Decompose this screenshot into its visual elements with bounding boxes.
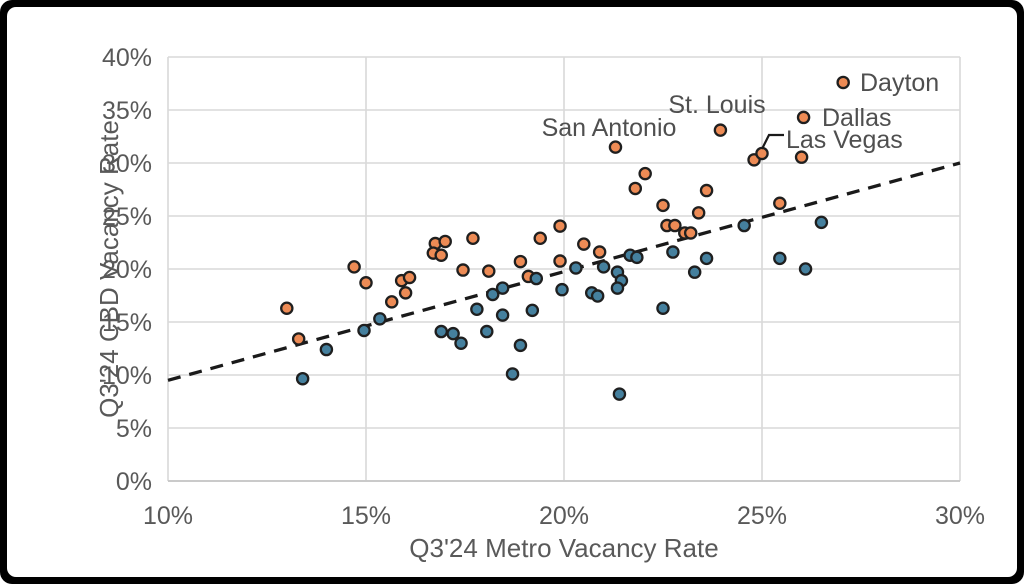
annotation-label: Dallas: [822, 104, 891, 132]
y-tick-label: 25%: [102, 203, 152, 231]
data-point-orange-markers: [482, 264, 496, 278]
y-tick-label: 40%: [102, 44, 152, 72]
data-point-blue-markers: [529, 271, 544, 286]
data-point-blue-markers: [454, 336, 468, 350]
y-tick-label: 5%: [116, 415, 152, 443]
data-point-blue-markers: [773, 251, 787, 266]
data-point-orange-markers: [402, 270, 417, 285]
data-point-blue-markers: [656, 301, 670, 315]
data-point-orange-markers: [456, 263, 470, 277]
data-point-blue-markers: [596, 260, 611, 274]
x-tick-label: 10%: [143, 502, 193, 530]
data-point-orange-markers: [592, 245, 607, 259]
data-point-blue-markers: [666, 245, 680, 259]
annotation-label: Dayton: [860, 69, 939, 97]
chart-canvas: 10% 15% 20% 25% 30% 0% 5% 10% 15% 20% 25% 30% 35% 40%…: [7, 7, 1017, 577]
data-point-orange-markers: [438, 234, 452, 249]
data-point-orange-markers: [796, 110, 811, 125]
annotation-label: San Antonio: [542, 114, 677, 142]
data-point-blue-markers: [630, 250, 644, 265]
data-point-blue-markers: [495, 308, 510, 322]
data-point-blue-markers: [373, 312, 387, 326]
annotation-label: St. Louis: [668, 91, 765, 119]
data-point-blue-markers: [505, 367, 520, 381]
data-point-orange-markers: [513, 254, 528, 269]
data-point-blue-markers: [555, 282, 569, 297]
data-point-orange-markers: [683, 226, 698, 240]
data-point-blue-markers: [295, 371, 310, 386]
data-point-blue-markers: [434, 324, 448, 339]
data-point-blue-markers: [798, 262, 813, 276]
x-tick-label: 30%: [935, 502, 985, 530]
data-point-blue-markers: [470, 302, 484, 317]
data-point-orange-markers: [398, 286, 413, 300]
data-point-blue-markers: [480, 324, 494, 339]
y-tick-label: 15%: [102, 309, 152, 337]
data-point-orange-markers: [638, 166, 652, 181]
y-tick-label: 35%: [102, 97, 152, 125]
data-point-orange-markers: [628, 181, 643, 196]
data-point-blue-markers: [737, 218, 751, 233]
data-point-blue-markers: [699, 251, 714, 266]
data-point-blue-markers: [590, 289, 605, 303]
data-point-orange-markers: [553, 219, 567, 233]
x-tick-label: 15%: [341, 502, 391, 530]
data-point-orange-markers: [291, 332, 306, 346]
data-point-orange-markers: [533, 231, 547, 246]
data-point-blue-markers: [610, 281, 625, 295]
data-point-blue-markers: [446, 326, 460, 341]
data-point-orange-markers: [608, 140, 623, 154]
data-point-blue-markers: [357, 323, 371, 338]
data-point-blue-markers: [495, 281, 510, 295]
y-tick-label: 20%: [102, 256, 152, 284]
data-point-orange-markers: [656, 198, 670, 213]
data-point-orange-markers: [713, 123, 728, 137]
data-point-orange-markers: [466, 231, 480, 246]
data-point-blue-markers: [513, 338, 528, 353]
scatter-chart: 10% 15% 20% 25% 30% 0% 5% 10% 15% 20% 25% 30% 35% 40%…: [94, 44, 985, 563]
x-tick-label: 20%: [539, 502, 589, 530]
data-point-orange-markers: [347, 260, 361, 274]
data-point-orange-markers: [668, 218, 682, 233]
data-point-orange-markers: [553, 254, 567, 268]
data-point-blue-markers: [485, 287, 500, 302]
data-point-orange-markers: [577, 237, 591, 251]
annotation-leader-line: [761, 133, 784, 150]
data-point-orange-markers: [794, 150, 809, 164]
data-point-orange-markers: [280, 301, 294, 315]
y-tick-label: 30%: [102, 150, 152, 178]
axis-labels-layer: Q3'24 Metro Vacancy Rate Q3'24 CBD Vacan…: [94, 120, 719, 563]
data-point-orange-markers: [384, 295, 399, 309]
data-point-blue-markers: [814, 215, 829, 230]
data-point-orange-markers: [755, 146, 769, 161]
data-points-layer: [280, 75, 850, 401]
data-point-orange-markers: [434, 248, 448, 262]
x-tick-label: 25%: [737, 502, 787, 530]
y-axis-title: Q3'24 CBD Vacancy Rate: [94, 120, 124, 418]
data-point-blue-markers: [687, 265, 702, 279]
data-point-blue-markers: [569, 261, 583, 275]
y-tick-label: 10%: [102, 362, 152, 390]
data-point-orange-markers: [359, 276, 373, 290]
data-point-blue-markers: [612, 387, 627, 401]
data-point-orange-markers: [699, 183, 714, 198]
data-point-orange-markers: [773, 196, 787, 211]
x-axis-title: Q3'24 Metro Vacancy Rate: [409, 533, 718, 563]
gridlines: 10% 15% 20% 25% 30% 0% 5% 10% 15% 20% 25% 30% 35% 40%: [102, 44, 985, 530]
data-point-orange-markers: [691, 206, 706, 220]
data-point-orange-markers: [836, 75, 850, 90]
data-point-blue-markers: [319, 342, 334, 357]
annotation-label: Las Vegas: [786, 126, 903, 154]
y-tick-label: 0%: [116, 468, 152, 496]
data-point-blue-markers: [525, 303, 540, 318]
